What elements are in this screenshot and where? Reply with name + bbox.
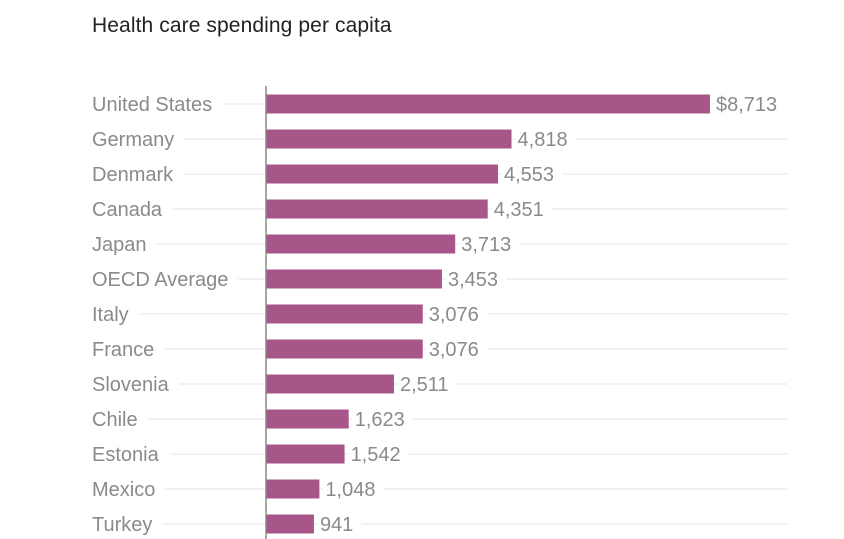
category-label: Slovenia [92,374,170,396]
bar [266,514,314,534]
bar [266,444,345,464]
value-backdrop [352,416,413,422]
bar [266,479,320,499]
category-label: Japan [92,234,147,256]
label-backdrop [90,241,157,247]
label-backdrop [90,381,180,387]
category-label: Estonia [92,444,160,466]
bar [266,374,394,394]
category-label: Italy [92,304,129,326]
value-backdrop [502,171,563,177]
value-label: 4,553 [504,164,554,186]
value-label: 1,542 [351,444,401,466]
category-label: Canada [92,199,163,221]
label-backdrop [90,346,165,352]
category-label: United States [92,94,212,116]
value-backdrop [491,206,552,212]
label-backdrop [90,206,173,212]
value-label: 3,713 [461,234,511,256]
label-backdrop [90,521,163,527]
category-label: Denmark [92,164,174,186]
value-backdrop [348,451,409,457]
category-label: Germany [92,129,174,151]
labels: United States $8,713 Germany 4,818 Denmark 4,… [92,94,777,536]
value-backdrop [397,381,457,387]
value-backdrop [445,276,507,282]
value-label: 941 [320,514,353,536]
label-backdrop [90,101,223,107]
category-label: Mexico [92,479,155,501]
bar [266,339,423,359]
value-backdrop [459,241,520,247]
value-label: 1,623 [355,409,405,431]
label-backdrop [90,451,170,457]
value-backdrop [323,486,384,492]
category-label: Turkey [92,514,152,536]
bars [266,94,710,534]
label-backdrop [90,311,139,317]
category-label: OECD Average [92,269,228,291]
gridlines [90,101,787,527]
value-backdrop [426,346,487,352]
value-label: 2,511 [400,374,449,396]
bar [266,409,349,429]
bar [266,269,442,289]
label-backdrop [90,276,239,282]
label-backdrop [90,486,166,492]
bar [266,199,488,219]
bar [266,234,456,254]
bar [266,94,710,114]
value-label: 3,076 [429,339,479,361]
label-backdrop [90,136,185,142]
value-backdrop [515,136,576,142]
chart-title: Health care spending per capita [92,14,392,37]
value-label: 4,818 [518,129,568,151]
value-label: $8,713 [716,94,777,116]
label-backdrop [90,171,185,177]
bar [266,129,512,149]
value-backdrop [426,311,487,317]
value-label: 3,453 [448,269,498,291]
value-label: 3,076 [429,304,479,326]
value-backdrop [317,521,362,527]
category-label: France [92,339,154,361]
value-backdrop [714,101,786,107]
label-backdrop [90,416,148,422]
category-label: Chile [92,409,138,431]
bar [266,304,423,324]
bar [266,164,499,184]
value-label: 4,351 [494,199,544,221]
value-label: 1,048 [325,479,375,501]
